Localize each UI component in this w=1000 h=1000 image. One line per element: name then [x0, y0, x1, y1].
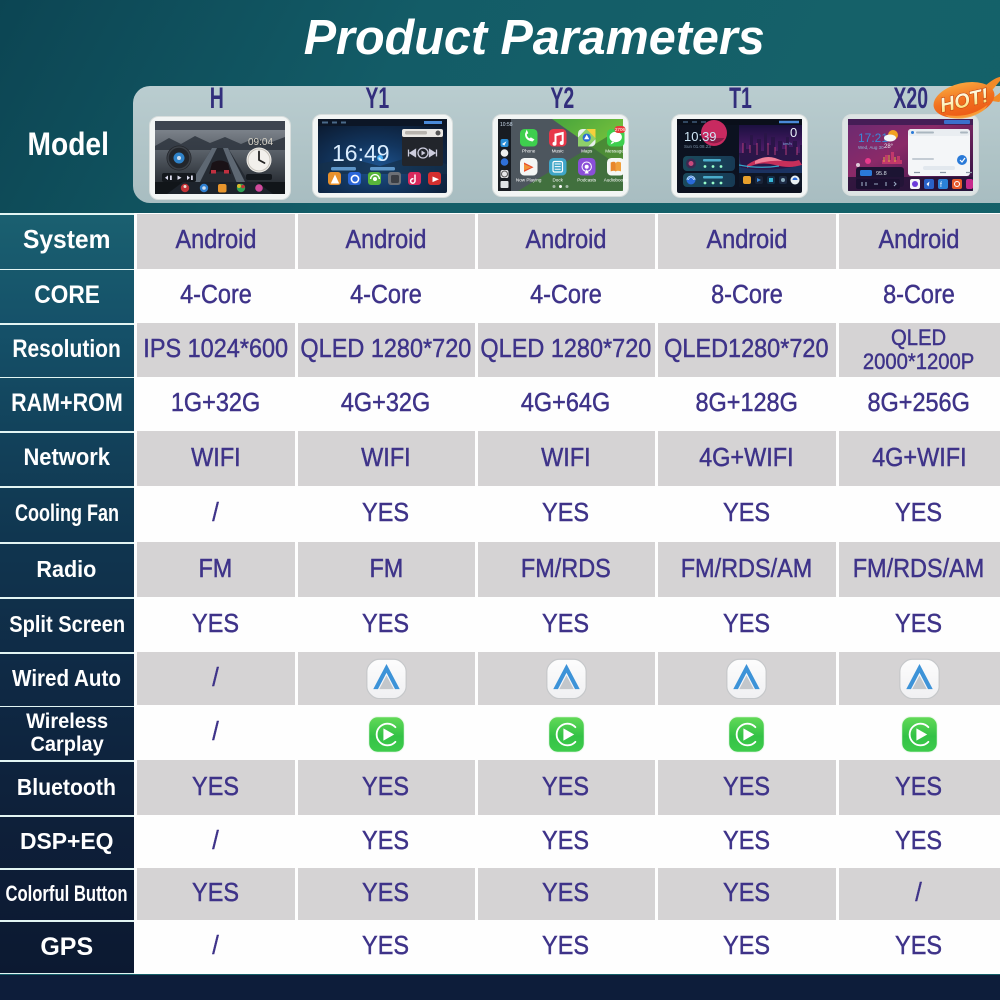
svg-text:Sun 01.08.23: Sun 01.08.23 [684, 144, 711, 149]
svg-text:10:39: 10:39 [684, 129, 717, 144]
svg-text:Podcasts: Podcasts [577, 178, 597, 183]
svg-text:Phone: Phone [522, 149, 536, 154]
svg-text:Audiobooks: Audiobooks [604, 178, 629, 183]
svg-text:Maps: Maps [581, 149, 593, 154]
svg-text:0: 0 [790, 125, 797, 140]
svg-text:10:58: 10:58 [500, 122, 513, 128]
svg-text:95.8: 95.8 [876, 171, 887, 177]
svg-text:Wed, Aug 30: Wed, Aug 30 [858, 145, 884, 150]
svg-text:16:49: 16:49 [332, 140, 390, 166]
svg-text:Now Playing: Now Playing [516, 178, 542, 183]
svg-text:Music: Music [552, 149, 565, 154]
svg-text:Dock: Dock [552, 178, 563, 183]
svg-text:km/h: km/h [783, 141, 792, 146]
svg-text:Messages: Messages [605, 149, 627, 154]
svg-text:09:04: 09:04 [248, 137, 273, 148]
svg-text:17:21: 17:21 [858, 131, 888, 145]
svg-text:28°: 28° [884, 144, 894, 150]
svg-text:f: f [940, 182, 942, 189]
svg-text:2706: 2706 [615, 127, 626, 132]
